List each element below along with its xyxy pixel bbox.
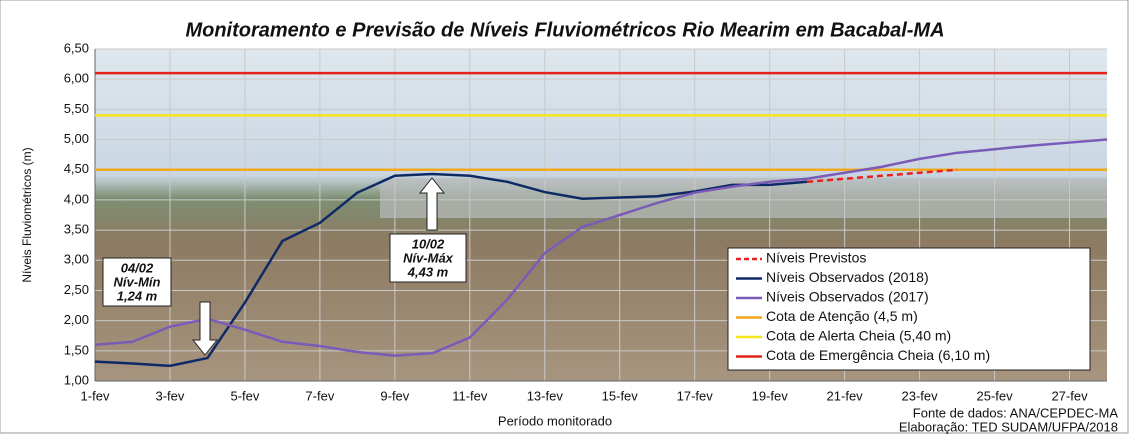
y-tick-label: 6,00 [64, 71, 89, 86]
x-tick-label: 17-fev [677, 388, 714, 403]
legend-label: Cota de Alerta Cheia (5,40 m) [766, 328, 951, 344]
annotation-box [102, 257, 172, 307]
y-tick-label: 5,00 [64, 131, 89, 146]
legend-label: Cota de Emergência Cheia (6,10 m) [766, 347, 990, 363]
x-axis-label: Período monitorado [498, 413, 612, 428]
x-tick-label: 11-fev [452, 388, 488, 403]
annotation-text: 10/02 [412, 236, 445, 251]
chart-title: Monitoramento e Previsão de Níveis Fluvi… [185, 19, 944, 41]
annotation-text: 1,24 m [117, 288, 158, 303]
y-tick-label: 3,00 [64, 252, 89, 267]
annotation-box [389, 233, 467, 283]
x-tick-label: 25-fev [976, 388, 1013, 403]
y-tick-label: 2,50 [64, 282, 89, 297]
x-tick-label: 7-fev [305, 388, 334, 403]
y-tick-label: 1,00 [64, 372, 89, 387]
x-tick-label: 5-fev [230, 388, 259, 403]
annotation-text: 04/02 [121, 260, 154, 275]
x-tick-label: 3-fev [156, 388, 185, 403]
y-tick-label: 1,50 [64, 342, 89, 357]
y-tick-label: 3,50 [64, 222, 89, 237]
annotation-text: 4,43 m [407, 264, 449, 279]
y-tick-label: 6,50 [64, 40, 89, 55]
x-tick-label: 9-fev [380, 388, 409, 403]
y-tick-label: 4,00 [64, 191, 89, 206]
arrow-up [418, 177, 446, 231]
legend-label: Cota de Atenção (4,5 m) [766, 308, 918, 324]
x-tick-label: 15-fev [602, 388, 639, 403]
legend [727, 247, 1091, 371]
x-tick-label: 1-fev [81, 388, 110, 403]
x-tick-label: 19-fev [752, 388, 789, 403]
legend-label: Níveis Observados (2017) [766, 289, 929, 305]
series-line [94, 138, 1108, 357]
y-axis-label: Níveis Fluviométricos (m) [20, 147, 34, 282]
x-tick-label: 13-fev [527, 388, 564, 403]
y-tick-label: 5,50 [64, 101, 89, 116]
arrow-down [191, 301, 219, 356]
x-tick-label: 27-fev [1051, 388, 1088, 403]
legend-label: Níveis Previstos [766, 250, 866, 266]
annotation-text: Nív-Mín [114, 274, 161, 289]
x-tick-label: 23-fev [902, 388, 939, 403]
series-line [94, 172, 808, 368]
source: Elaboração: TED SUDAM/UFPA/2018 [899, 419, 1118, 434]
source: Fonte de dados: ANA/CEPDEC-MA [913, 405, 1119, 420]
x-tick-label: 21-fev [827, 388, 864, 403]
annotation-text: Nív-Máx [403, 250, 454, 265]
y-tick-label: 4,50 [64, 161, 89, 176]
legend-label: Níveis Observados (2018) [766, 269, 929, 285]
series-line [807, 168, 958, 184]
y-tick-label: 2,00 [64, 312, 89, 327]
